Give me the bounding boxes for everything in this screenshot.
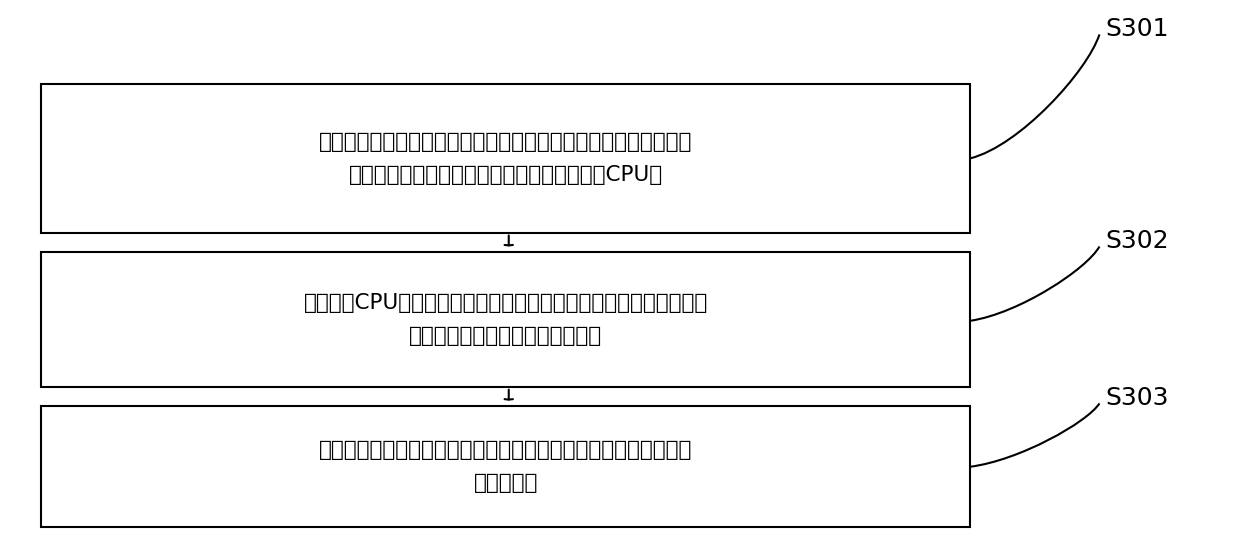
Bar [41,252,970,387]
Text: 通过水流传感器实时检测冲击到移动终端的水流，并产生正比于水
流速度的脉冲信号，并将所述脉冲信号发送给CPU；: 通过水流传感器实时检测冲击到移动终端的水流，并产生正比于水 流速度的脉冲信号，并… [318,132,693,185]
Text: S303: S303 [1105,386,1170,410]
Text: 通过所述CPU实时统计所述水流传感器输出的脉冲信号的频率，并转
化为与所述频率对应的水流速度；: 通过所述CPU实时统计所述水流传感器输出的脉冲信号的频率，并转 化为与所述频率对… [304,293,707,346]
Text: S302: S302 [1105,229,1170,253]
Bar [41,84,970,233]
Text: 实时显示所述水流速度及所述水流速度的变化曲线，并且存储所述
水流速度。: 实时显示所述水流速度及所述水流速度的变化曲线，并且存储所述 水流速度。 [318,440,693,493]
Bar [41,406,970,527]
Text: S301: S301 [1105,17,1170,41]
